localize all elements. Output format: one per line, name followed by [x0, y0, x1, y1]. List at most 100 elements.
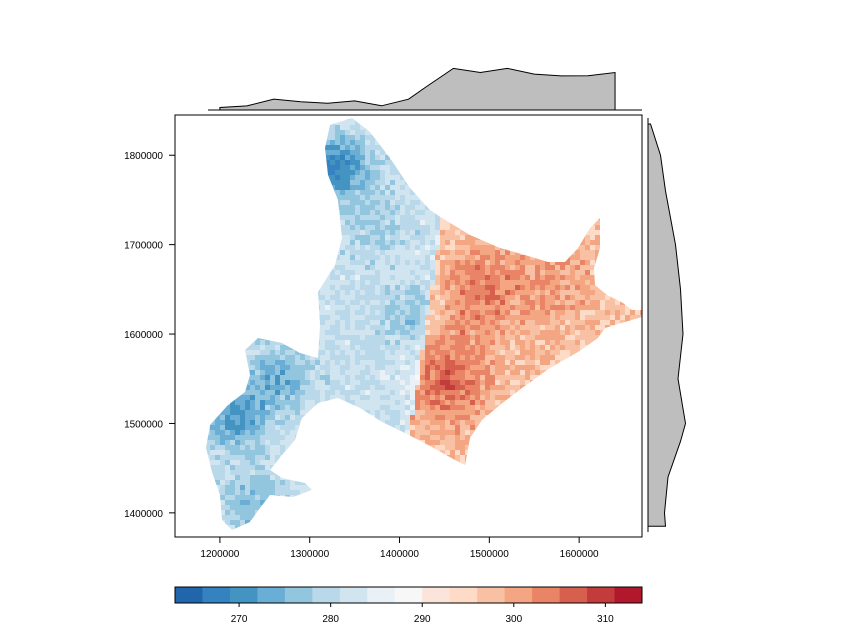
heatmap-cell — [570, 125, 575, 130]
heatmap-cell — [505, 300, 510, 305]
heatmap-cell — [250, 300, 255, 305]
heatmap-cell — [550, 330, 555, 335]
heatmap-cell — [525, 360, 530, 365]
heatmap-cell — [355, 390, 360, 395]
heatmap-cell — [355, 235, 360, 240]
heatmap-cell — [575, 225, 580, 230]
heatmap-cell — [225, 235, 230, 240]
heatmap-cell — [580, 140, 585, 145]
heatmap-cell — [610, 305, 615, 310]
heatmap-cell — [450, 380, 455, 385]
heatmap-cell — [310, 365, 315, 370]
heatmap-cell — [620, 195, 625, 200]
heatmap-cell — [525, 390, 530, 395]
heatmap-cell — [415, 310, 420, 315]
heatmap-cell — [295, 118, 300, 120]
heatmap-cell — [405, 360, 410, 365]
heatmap-cell — [485, 235, 490, 240]
heatmap-cell — [570, 390, 575, 395]
heatmap-cell — [565, 160, 570, 165]
heatmap-cell — [620, 245, 625, 250]
heatmap-cell — [330, 220, 335, 225]
heatmap-cell — [345, 380, 350, 385]
heatmap-cell — [585, 165, 590, 170]
heatmap-cell — [415, 130, 420, 135]
heatmap-cell — [595, 170, 600, 175]
heatmap-cell — [605, 375, 610, 380]
heatmap-cell — [440, 155, 445, 160]
heatmap-cell — [260, 170, 265, 175]
heatmap-cell — [270, 280, 275, 285]
heatmap-cell — [405, 185, 410, 190]
heatmap-cell — [215, 155, 220, 160]
heatmap-cell — [275, 195, 280, 200]
heatmap-cell — [470, 360, 475, 365]
heatmap-cell — [225, 385, 230, 390]
heatmap-cell — [510, 120, 515, 125]
heatmap-cell — [405, 230, 410, 235]
heatmap-cell — [250, 130, 255, 135]
heatmap-cell — [260, 390, 265, 395]
heatmap-cell — [575, 390, 580, 395]
heatmap-cell — [425, 300, 430, 305]
heatmap-cell — [240, 260, 245, 265]
heatmap-cell — [610, 190, 615, 195]
heatmap-cell — [360, 130, 365, 135]
heatmap-cell — [290, 265, 295, 270]
heatmap-cell — [455, 305, 460, 310]
heatmap-cell — [325, 145, 330, 150]
heatmap-cell — [210, 280, 215, 285]
heatmap-cell — [590, 370, 595, 375]
heatmap-cell — [605, 330, 610, 335]
heatmap-cell — [410, 240, 415, 245]
heatmap-cell — [215, 205, 220, 210]
heatmap-cell — [615, 220, 620, 225]
heatmap-cell — [565, 305, 570, 310]
heatmap-cell — [425, 325, 430, 330]
heatmap-cell — [345, 150, 350, 155]
heatmap-cell — [345, 230, 350, 235]
heatmap-cell — [300, 220, 305, 225]
heatmap-cell — [375, 125, 380, 130]
heatmap-cell — [365, 130, 370, 135]
heatmap-cell — [385, 225, 390, 230]
heatmap-cell — [465, 345, 470, 350]
heatmap-cell — [455, 360, 460, 365]
heatmap-cell — [285, 300, 290, 305]
heatmap-cell — [560, 305, 565, 310]
heatmap-cell — [590, 265, 595, 270]
heatmap-cell — [545, 365, 550, 370]
heatmap-cell — [555, 220, 560, 225]
heatmap-cell — [430, 365, 435, 370]
heatmap-cell — [290, 345, 295, 350]
heatmap-cell — [575, 260, 580, 265]
heatmap-cell — [255, 345, 260, 350]
heatmap-cell — [290, 225, 295, 230]
heatmap-cell — [600, 160, 605, 165]
heatmap-cell — [450, 390, 455, 395]
heatmap-cell — [355, 175, 360, 180]
heatmap-cell — [315, 165, 320, 170]
heatmap-cell — [550, 300, 555, 305]
heatmap-cell — [335, 220, 340, 225]
heatmap-cell — [540, 280, 545, 285]
heatmap-cell — [250, 135, 255, 140]
heatmap-cell — [540, 250, 545, 255]
heatmap-cell — [265, 165, 270, 170]
heatmap-cell — [430, 125, 435, 130]
heatmap-cell — [275, 330, 280, 335]
heatmap-cell — [435, 165, 440, 170]
heatmap-cell — [605, 185, 610, 190]
heatmap-cell — [250, 360, 255, 365]
heatmap-cell — [490, 165, 495, 170]
heatmap-cell — [470, 355, 475, 360]
heatmap-cell — [590, 220, 595, 225]
heatmap-cell — [630, 220, 635, 225]
heatmap-cell — [445, 310, 450, 315]
heatmap-cell — [520, 175, 525, 180]
heatmap-cell — [630, 120, 635, 125]
heatmap-cell — [555, 205, 560, 210]
heatmap-cell — [420, 255, 425, 260]
heatmap-cell — [220, 300, 225, 305]
heatmap-cell — [235, 270, 240, 275]
